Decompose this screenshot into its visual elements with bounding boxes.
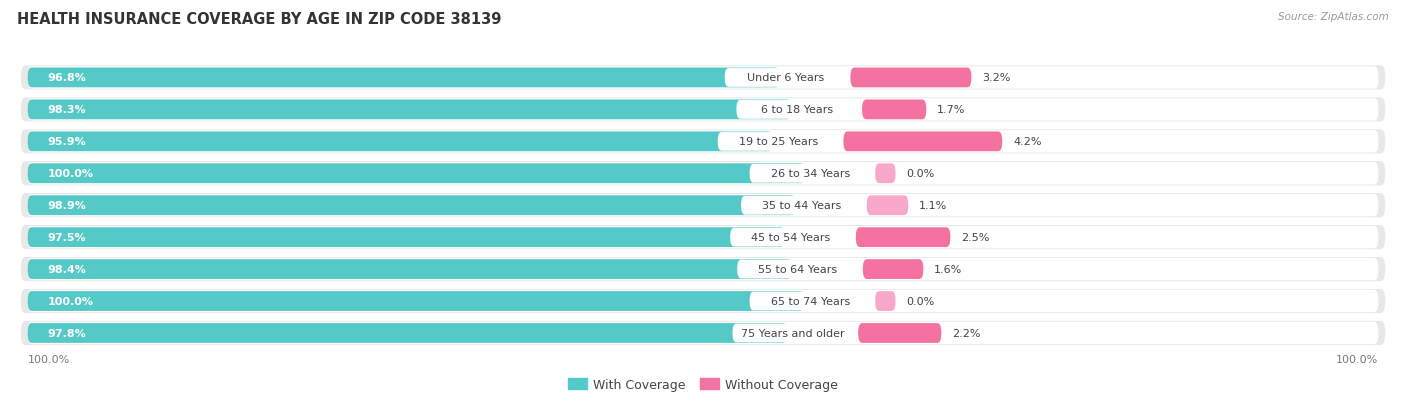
- Text: 26 to 34 Years: 26 to 34 Years: [770, 169, 851, 179]
- FancyBboxPatch shape: [21, 162, 1385, 186]
- Text: 0.0%: 0.0%: [907, 296, 935, 306]
- Text: 19 to 25 Years: 19 to 25 Years: [740, 137, 818, 147]
- Text: 55 to 64 Years: 55 to 64 Years: [758, 264, 838, 274]
- FancyBboxPatch shape: [749, 164, 872, 183]
- Legend: With Coverage, Without Coverage: With Coverage, Without Coverage: [564, 375, 842, 395]
- Text: 75 Years and older: 75 Years and older: [741, 328, 845, 338]
- FancyBboxPatch shape: [28, 323, 787, 343]
- FancyBboxPatch shape: [724, 69, 846, 88]
- FancyBboxPatch shape: [851, 69, 972, 88]
- FancyBboxPatch shape: [28, 322, 1378, 344]
- FancyBboxPatch shape: [875, 164, 896, 184]
- Text: 65 to 74 Years: 65 to 74 Years: [770, 296, 851, 306]
- FancyBboxPatch shape: [28, 196, 796, 216]
- FancyBboxPatch shape: [749, 292, 872, 311]
- FancyBboxPatch shape: [737, 260, 859, 279]
- FancyBboxPatch shape: [858, 323, 942, 343]
- FancyBboxPatch shape: [21, 194, 1385, 218]
- FancyBboxPatch shape: [21, 321, 1385, 345]
- FancyBboxPatch shape: [21, 66, 1385, 90]
- FancyBboxPatch shape: [28, 164, 804, 184]
- Text: 97.8%: 97.8%: [48, 328, 87, 338]
- Text: 100.0%: 100.0%: [28, 354, 70, 364]
- Text: 1.7%: 1.7%: [938, 105, 966, 115]
- Text: HEALTH INSURANCE COVERAGE BY AGE IN ZIP CODE 38139: HEALTH INSURANCE COVERAGE BY AGE IN ZIP …: [17, 12, 502, 27]
- FancyBboxPatch shape: [28, 132, 772, 152]
- Text: 95.9%: 95.9%: [48, 137, 87, 147]
- FancyBboxPatch shape: [28, 228, 785, 247]
- FancyBboxPatch shape: [28, 67, 1378, 89]
- Text: 45 to 54 Years: 45 to 54 Years: [751, 233, 831, 242]
- Text: 97.5%: 97.5%: [48, 233, 86, 242]
- FancyBboxPatch shape: [866, 196, 908, 216]
- FancyBboxPatch shape: [28, 195, 1378, 217]
- FancyBboxPatch shape: [21, 289, 1385, 313]
- FancyBboxPatch shape: [28, 163, 1378, 185]
- Text: 98.3%: 98.3%: [48, 105, 86, 115]
- Text: 3.2%: 3.2%: [983, 73, 1011, 83]
- FancyBboxPatch shape: [28, 258, 1378, 280]
- FancyBboxPatch shape: [856, 228, 950, 247]
- FancyBboxPatch shape: [28, 100, 792, 120]
- Text: 2.5%: 2.5%: [962, 233, 990, 242]
- FancyBboxPatch shape: [28, 259, 792, 279]
- FancyBboxPatch shape: [862, 100, 927, 120]
- Text: 100.0%: 100.0%: [1336, 354, 1378, 364]
- FancyBboxPatch shape: [28, 131, 1378, 153]
- FancyBboxPatch shape: [28, 292, 804, 311]
- FancyBboxPatch shape: [875, 292, 896, 311]
- FancyBboxPatch shape: [21, 257, 1385, 282]
- FancyBboxPatch shape: [730, 228, 852, 247]
- Text: 98.4%: 98.4%: [48, 264, 87, 274]
- FancyBboxPatch shape: [741, 196, 863, 215]
- FancyBboxPatch shape: [863, 259, 924, 279]
- FancyBboxPatch shape: [733, 324, 853, 342]
- FancyBboxPatch shape: [21, 98, 1385, 122]
- FancyBboxPatch shape: [28, 99, 1378, 121]
- FancyBboxPatch shape: [737, 101, 858, 119]
- Text: 100.0%: 100.0%: [48, 169, 94, 179]
- Text: 96.8%: 96.8%: [48, 73, 87, 83]
- FancyBboxPatch shape: [21, 130, 1385, 154]
- Text: 98.9%: 98.9%: [48, 201, 87, 211]
- Text: 35 to 44 Years: 35 to 44 Years: [762, 201, 841, 211]
- FancyBboxPatch shape: [28, 226, 1378, 249]
- Text: 100.0%: 100.0%: [48, 296, 94, 306]
- Text: Under 6 Years: Under 6 Years: [747, 73, 824, 83]
- FancyBboxPatch shape: [717, 133, 839, 151]
- Text: 0.0%: 0.0%: [907, 169, 935, 179]
- Text: 2.2%: 2.2%: [952, 328, 980, 338]
- Text: 1.1%: 1.1%: [920, 201, 948, 211]
- FancyBboxPatch shape: [21, 225, 1385, 250]
- FancyBboxPatch shape: [28, 69, 779, 88]
- Text: 6 to 18 Years: 6 to 18 Years: [761, 105, 834, 115]
- Text: Source: ZipAtlas.com: Source: ZipAtlas.com: [1278, 12, 1389, 22]
- FancyBboxPatch shape: [28, 290, 1378, 313]
- Text: 4.2%: 4.2%: [1014, 137, 1042, 147]
- FancyBboxPatch shape: [844, 132, 1002, 152]
- Text: 1.6%: 1.6%: [934, 264, 962, 274]
